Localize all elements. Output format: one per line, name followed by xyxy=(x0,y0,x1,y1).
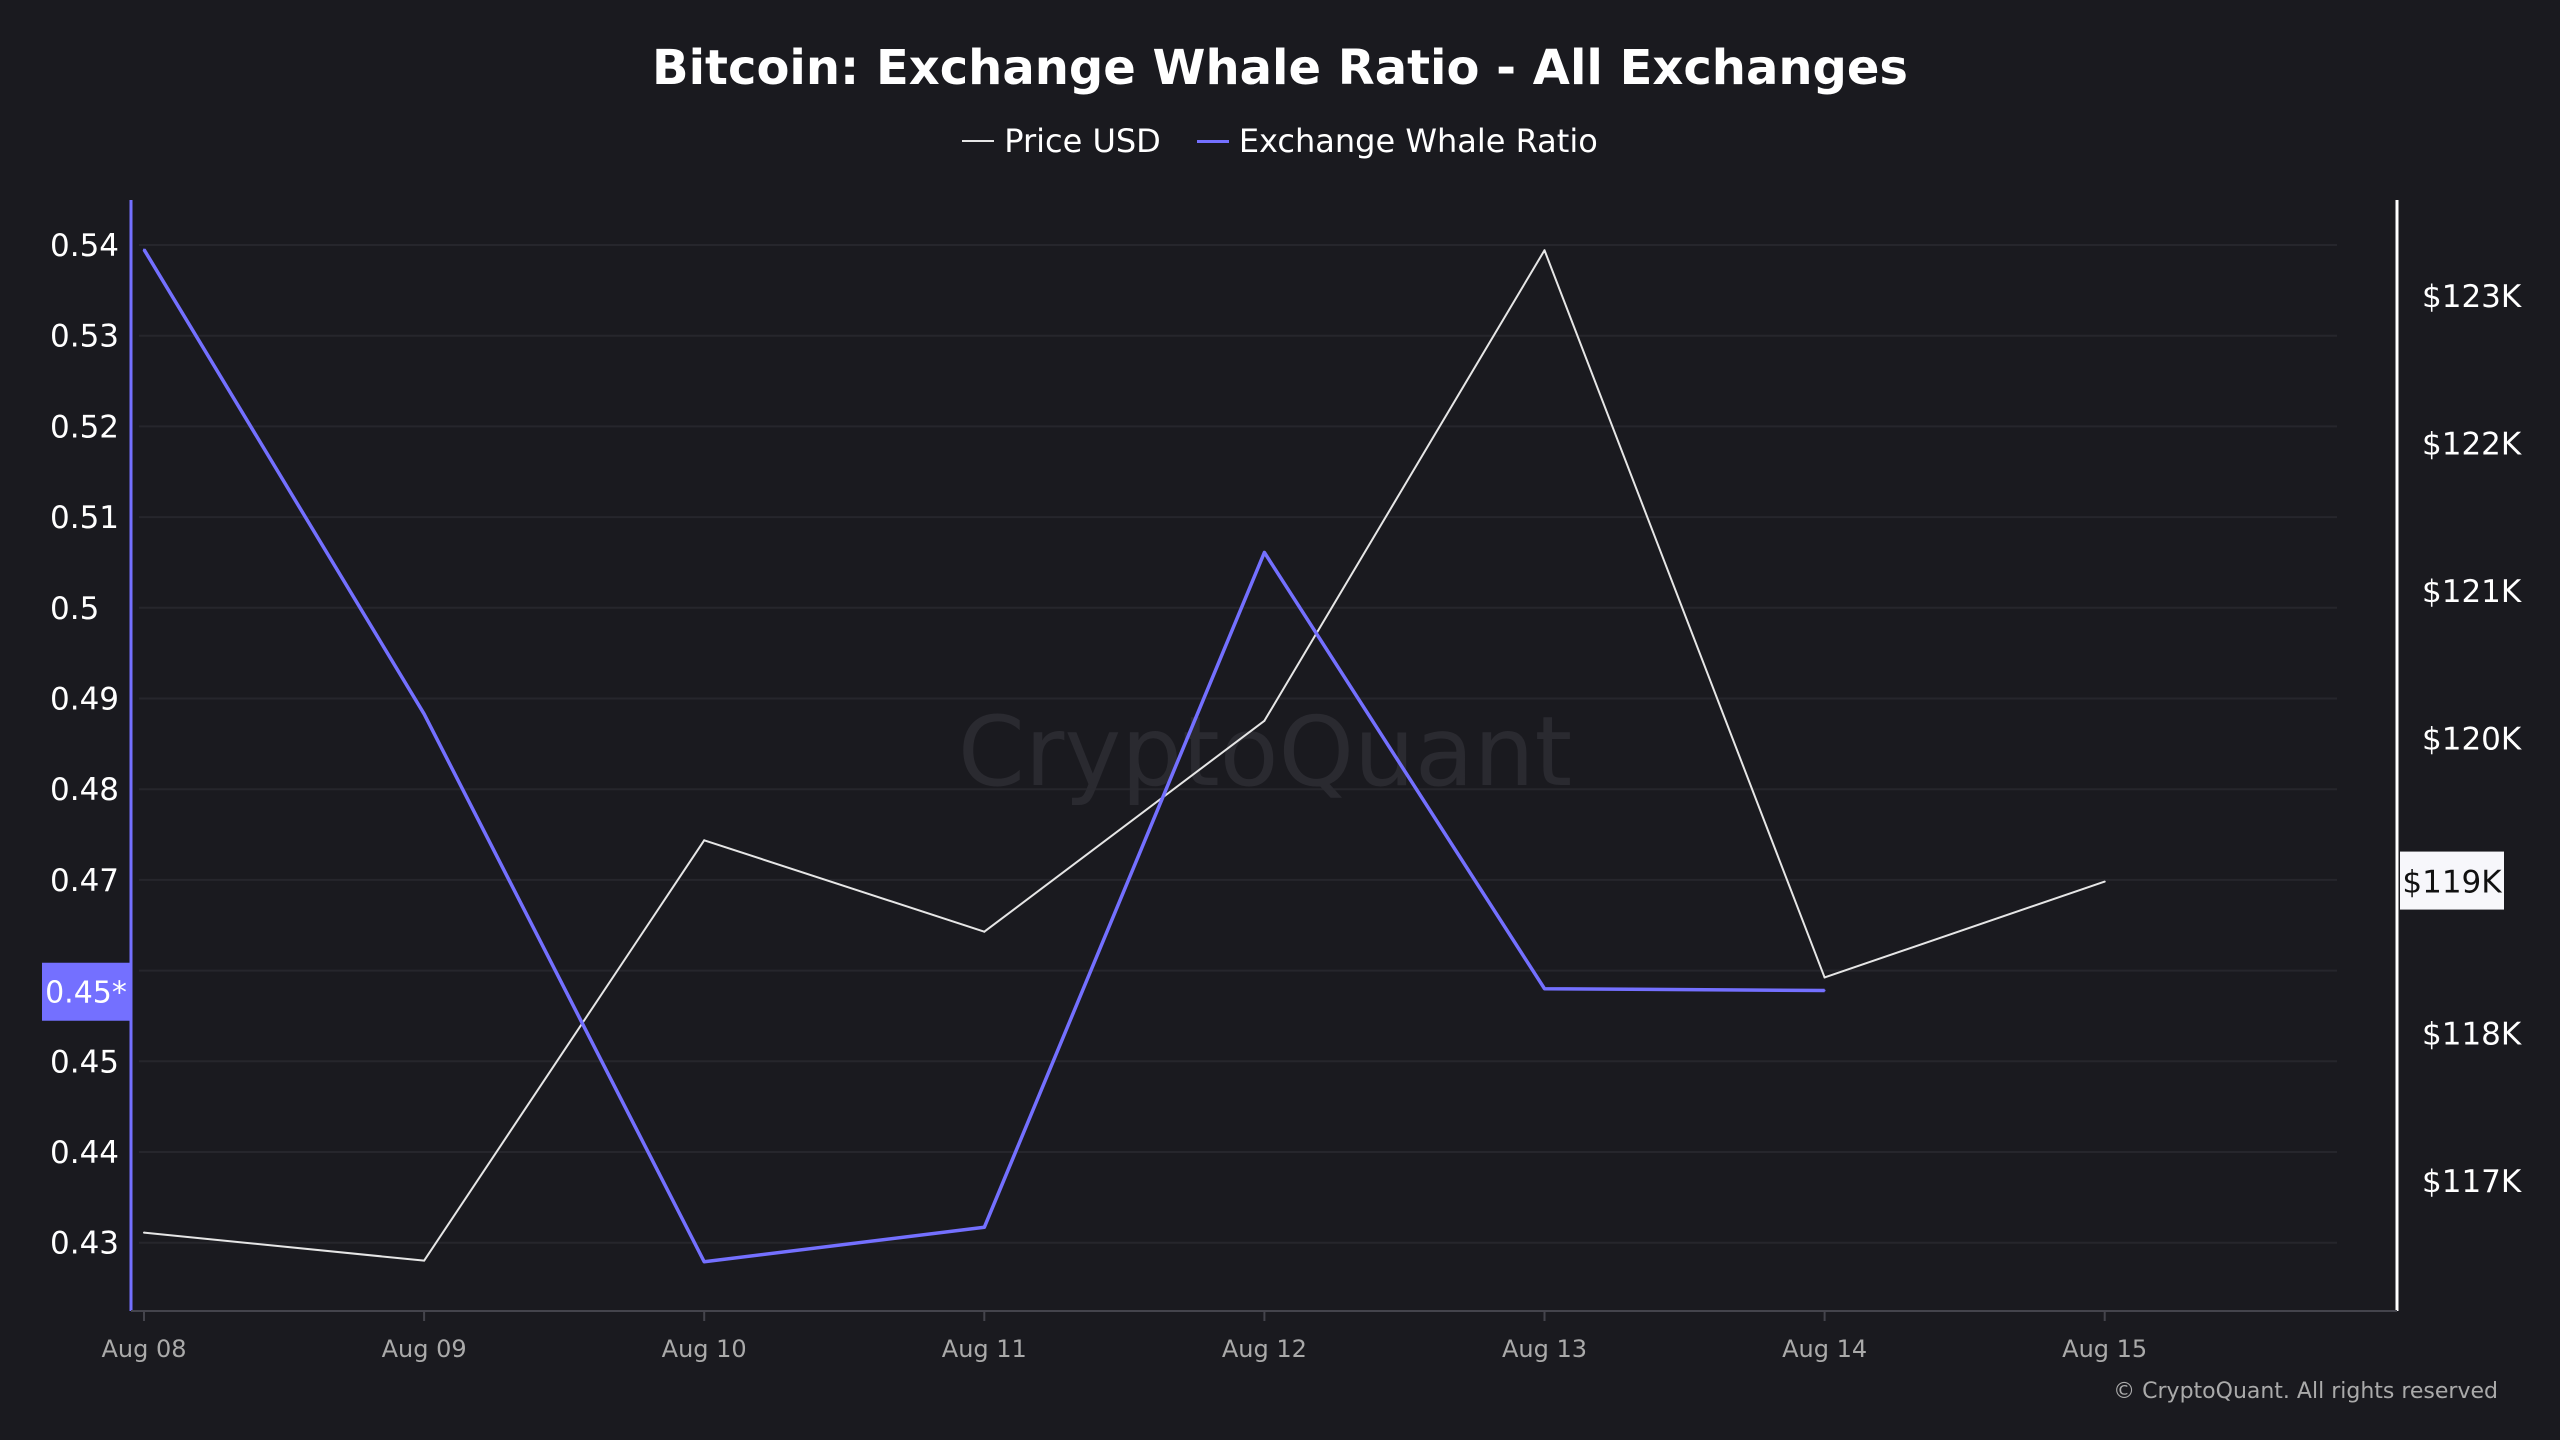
legend-item-price[interactable]: Price USD xyxy=(962,122,1161,160)
watermark: CryptoQuant xyxy=(958,696,1572,808)
y-left-tick-label: 0.47 xyxy=(50,863,119,899)
x-tick-label: Aug 15 xyxy=(2062,1335,2147,1363)
y-left-tick-label: 0.45 xyxy=(50,1044,119,1080)
x-tick-label: Aug 13 xyxy=(1502,1335,1587,1363)
legend-label-price: Price USD xyxy=(1004,122,1161,160)
y-right-tick-label: $123K xyxy=(2422,279,2522,315)
current-value-badge-right xyxy=(2400,851,2504,910)
x-tick-label: Aug 09 xyxy=(382,1335,467,1363)
y-left-tick-label: 0.53 xyxy=(50,319,119,355)
y-left-tick-label: 0.51 xyxy=(50,500,119,536)
data-point xyxy=(423,712,426,715)
y-right-tick-label: $121K xyxy=(2422,574,2522,610)
legend: Price USD Exchange Whale Ratio xyxy=(0,122,2560,160)
current-value-label-left: 0.45* xyxy=(45,976,127,1011)
current-value-label-right: $119K xyxy=(2402,865,2502,901)
data-point xyxy=(143,248,145,251)
data-point xyxy=(1823,976,1826,979)
legend-swatch-whale-ratio xyxy=(1196,139,1229,143)
y-left-tick-label: 0.49 xyxy=(50,682,119,718)
chart-title: Bitcoin: Exchange Whale Ratio - All Exch… xyxy=(652,40,1908,96)
data-point xyxy=(1543,249,1546,252)
x-tick-label: Aug 08 xyxy=(101,1335,186,1363)
y-left-tick-label: 0.44 xyxy=(50,1135,119,1171)
data-point xyxy=(1263,719,1266,722)
data-point xyxy=(1543,987,1546,990)
data-point xyxy=(1823,989,1826,992)
data-point xyxy=(1263,551,1266,554)
x-tick-label: Aug 11 xyxy=(942,1335,1027,1363)
y-left-tick-label: 0.52 xyxy=(50,409,119,445)
copyright: © CryptoQuant. All rights reserved xyxy=(2113,1379,2498,1404)
y-left-tick-label: 0.48 xyxy=(50,772,119,808)
y-left-tick-label: 0.5 xyxy=(50,591,99,627)
data-point xyxy=(143,1231,145,1234)
x-tick-label: Aug 14 xyxy=(1782,1335,1867,1363)
y-right-tick-label: $122K xyxy=(2422,427,2522,463)
y-right-tick-label: $120K xyxy=(2422,722,2522,758)
data-point xyxy=(983,930,986,933)
x-tick-label: Aug 12 xyxy=(1222,1335,1307,1363)
data-point xyxy=(703,839,706,842)
data-point xyxy=(2103,880,2106,883)
y-left-tick-label: 0.43 xyxy=(50,1226,119,1262)
y-right-tick-label: $117K xyxy=(2422,1164,2522,1200)
y-right-tick-label: $118K xyxy=(2422,1017,2522,1053)
data-point xyxy=(983,1226,986,1229)
current-value-badge-left xyxy=(42,962,130,1021)
legend-item-whale-ratio[interactable]: Exchange Whale Ratio xyxy=(1196,122,1598,160)
series-line-price xyxy=(143,249,2106,1262)
data-point xyxy=(423,1259,426,1262)
x-tick-label: Aug 10 xyxy=(662,1335,747,1363)
y-left-tick-label: 0.54 xyxy=(50,228,119,264)
data-point xyxy=(703,1260,706,1263)
legend-label-whale-ratio: Exchange Whale Ratio xyxy=(1238,122,1598,160)
legend-swatch-price xyxy=(962,140,995,142)
